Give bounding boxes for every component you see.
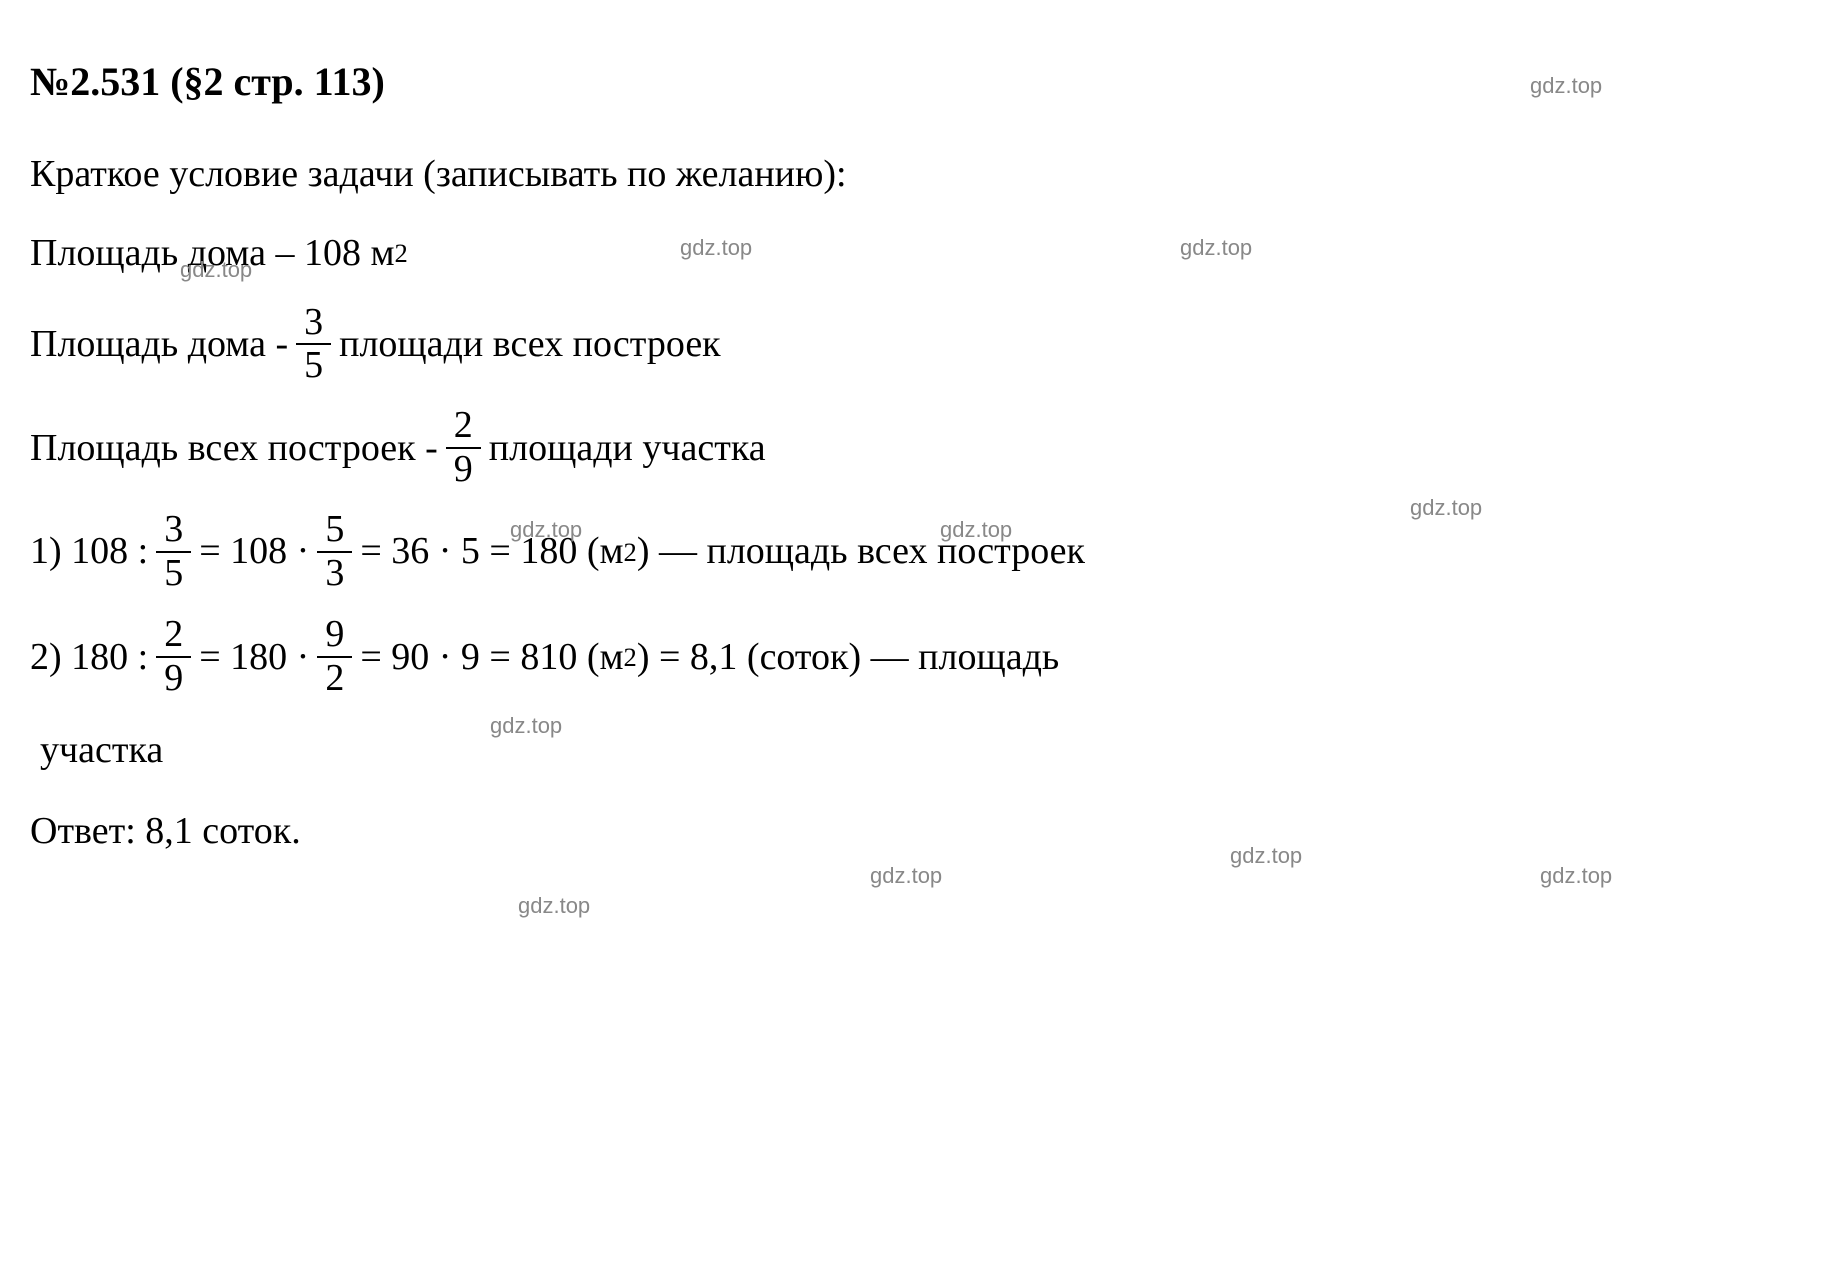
fraction-2-9: 2 9	[446, 405, 481, 491]
step2-mid1: = 180 ·	[199, 627, 309, 688]
fraction-9-2: 9 2	[317, 614, 352, 700]
intro-line: Краткое условие задачи (записывать по же…	[30, 144, 1808, 205]
frac-num: 2	[446, 405, 481, 449]
watermark-text: gdz.top	[870, 858, 942, 893]
frac-num: 3	[296, 302, 331, 346]
given1-text: Площадь дома – 108 м	[30, 223, 395, 284]
step1-mid2: = 36 · 5 = 180 (м	[360, 521, 623, 582]
given-buildings-fraction: Площадь всех построек - 2 9 площади учас…	[30, 405, 1808, 491]
frac-den: 5	[296, 345, 331, 387]
frac-den: 5	[156, 553, 191, 595]
given2-suffix: площади всех построек	[339, 314, 721, 375]
fraction-5-3: 5 3	[317, 509, 352, 595]
frac-num: 3	[156, 509, 191, 553]
step2-mid2: = 90 · 9 = 810 (м	[360, 627, 623, 688]
frac-den: 9	[156, 658, 191, 700]
frac-num: 2	[156, 614, 191, 658]
solution-step-1: 1) 108 : 3 5 = 108 · 5 3 = 36 · 5 = 180 …	[30, 509, 1808, 595]
fraction-3-5: 3 5	[156, 509, 191, 595]
fraction-3-5: 3 5	[296, 302, 331, 388]
watermark-text: gdz.top	[518, 888, 590, 923]
given3-prefix: Площадь всех построек -	[30, 418, 438, 479]
step1-suffix: ) — площадь всех построек	[637, 521, 1085, 582]
step2-continuation: участка	[30, 720, 1808, 781]
frac-den: 3	[317, 553, 352, 595]
given-house-fraction: Площадь дома - 3 5 площади всех построек	[30, 302, 1808, 388]
step1-mid1: = 108 ·	[199, 521, 309, 582]
solution-step-2: 2) 180 : 2 9 = 180 · 9 2 = 90 · 9 = 810 …	[30, 614, 1808, 700]
frac-num: 9	[317, 614, 352, 658]
step2-suffix: ) = 8,1 (соток) — площадь	[637, 627, 1059, 688]
given-area-house: Площадь дома – 108 м2	[30, 223, 1808, 284]
frac-den: 9	[446, 449, 481, 491]
frac-den: 2	[317, 658, 352, 700]
given2-prefix: Площадь дома -	[30, 314, 288, 375]
watermark-text: gdz.top	[1540, 858, 1612, 893]
fraction-2-9: 2 9	[156, 614, 191, 700]
problem-heading: №2.531 (§2 стр. 113)	[30, 50, 1808, 114]
step2-prefix: 2) 180 :	[30, 627, 148, 688]
frac-num: 5	[317, 509, 352, 553]
step1-prefix: 1) 108 :	[30, 521, 148, 582]
answer-line: Ответ: 8,1 соток.	[30, 801, 1808, 862]
given3-suffix: площади участка	[489, 418, 766, 479]
